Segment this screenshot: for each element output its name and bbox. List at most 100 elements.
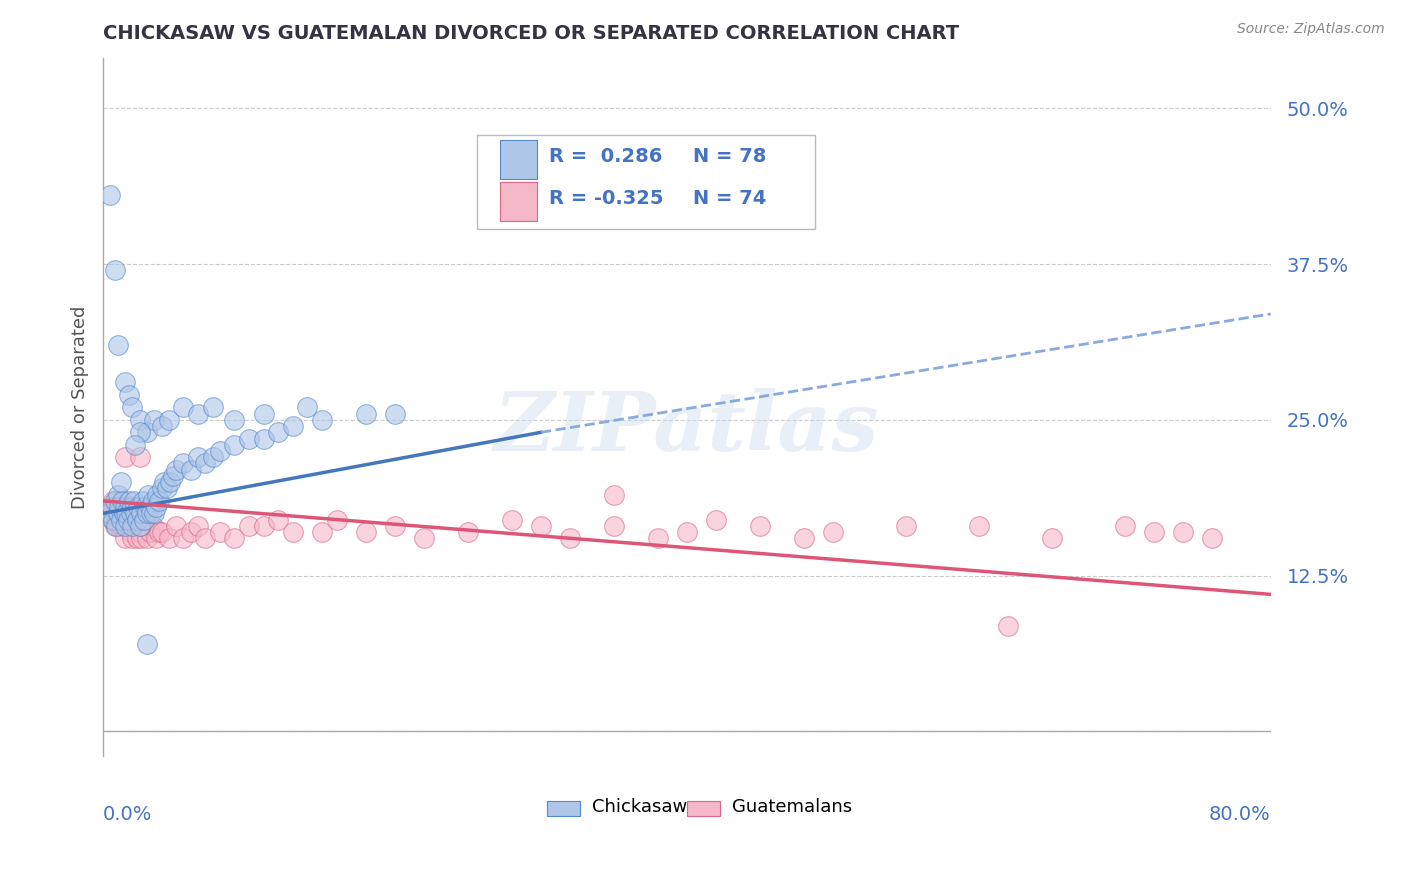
Point	[1173, 524, 1195, 539]
Point	[141, 506, 163, 520]
Point	[121, 500, 143, 515]
Text: Chickasaw: Chickasaw	[592, 798, 688, 816]
Point	[139, 500, 162, 515]
Text: N = 78: N = 78	[693, 147, 766, 166]
Point	[104, 494, 127, 508]
Point	[165, 518, 187, 533]
Point	[224, 531, 246, 545]
Point	[704, 512, 727, 526]
Point	[132, 518, 155, 533]
Point	[1114, 518, 1136, 533]
Point	[98, 506, 121, 520]
Point	[127, 500, 149, 515]
Point	[138, 488, 160, 502]
Point	[104, 518, 127, 533]
Text: N = 74: N = 74	[693, 189, 766, 208]
Point	[793, 531, 815, 545]
Point	[224, 438, 246, 452]
Point	[128, 518, 150, 533]
Point	[180, 524, 202, 539]
Point	[238, 432, 260, 446]
Point	[112, 500, 135, 515]
Point	[101, 500, 124, 515]
Point	[114, 512, 136, 526]
Point	[157, 531, 180, 545]
Point	[281, 419, 304, 434]
Point	[354, 524, 377, 539]
Point	[146, 488, 169, 502]
FancyBboxPatch shape	[501, 182, 537, 220]
Point	[238, 518, 260, 533]
Point	[208, 524, 231, 539]
Point	[208, 444, 231, 458]
Point	[253, 518, 276, 533]
Point	[115, 512, 138, 526]
Point	[135, 506, 157, 520]
Point	[150, 419, 173, 434]
Point	[894, 518, 917, 533]
Point	[165, 463, 187, 477]
Point	[201, 450, 224, 465]
Point	[121, 531, 143, 545]
Point	[124, 506, 146, 520]
Text: 0.0%: 0.0%	[103, 805, 152, 824]
Point	[114, 376, 136, 390]
Point	[105, 518, 128, 533]
Point	[128, 425, 150, 440]
Point	[143, 413, 166, 427]
Point	[120, 506, 142, 520]
FancyBboxPatch shape	[547, 801, 581, 816]
Point	[128, 524, 150, 539]
Point	[100, 188, 122, 202]
Text: R =  0.286: R = 0.286	[550, 147, 662, 166]
Point	[121, 401, 143, 415]
Point	[253, 407, 276, 421]
Point	[118, 506, 141, 520]
Point	[159, 475, 181, 490]
Point	[150, 482, 173, 496]
Text: Guatemalans: Guatemalans	[733, 798, 852, 816]
Point	[131, 494, 153, 508]
Point	[997, 618, 1019, 632]
Y-axis label: Divorced or Separated: Divorced or Separated	[72, 306, 89, 509]
Point	[114, 450, 136, 465]
Point	[114, 500, 136, 515]
Point	[114, 518, 136, 533]
Point	[121, 518, 143, 533]
Point	[384, 407, 406, 421]
Point	[104, 506, 127, 520]
Point	[354, 407, 377, 421]
Point	[103, 512, 125, 526]
Point	[145, 531, 167, 545]
Point	[103, 494, 125, 508]
Point	[194, 457, 217, 471]
Point	[180, 463, 202, 477]
Point	[224, 413, 246, 427]
Point	[110, 475, 132, 490]
Point	[201, 401, 224, 415]
Point	[148, 524, 170, 539]
Point	[135, 531, 157, 545]
Point	[117, 518, 139, 533]
Point	[501, 512, 523, 526]
Point	[122, 494, 145, 508]
Point	[104, 263, 127, 277]
Text: R = -0.325: R = -0.325	[550, 189, 664, 208]
Point	[98, 506, 121, 520]
FancyBboxPatch shape	[477, 136, 815, 229]
FancyBboxPatch shape	[501, 140, 537, 178]
Point	[112, 506, 135, 520]
Point	[115, 506, 138, 520]
Point	[128, 413, 150, 427]
Point	[530, 518, 553, 533]
Point	[172, 457, 194, 471]
Point	[111, 518, 134, 533]
Point	[194, 531, 217, 545]
Point	[150, 524, 173, 539]
Point	[325, 512, 347, 526]
Point	[107, 338, 129, 352]
Point	[143, 506, 166, 520]
Point	[139, 524, 162, 539]
Text: 80.0%: 80.0%	[1209, 805, 1271, 824]
Point	[107, 506, 129, 520]
